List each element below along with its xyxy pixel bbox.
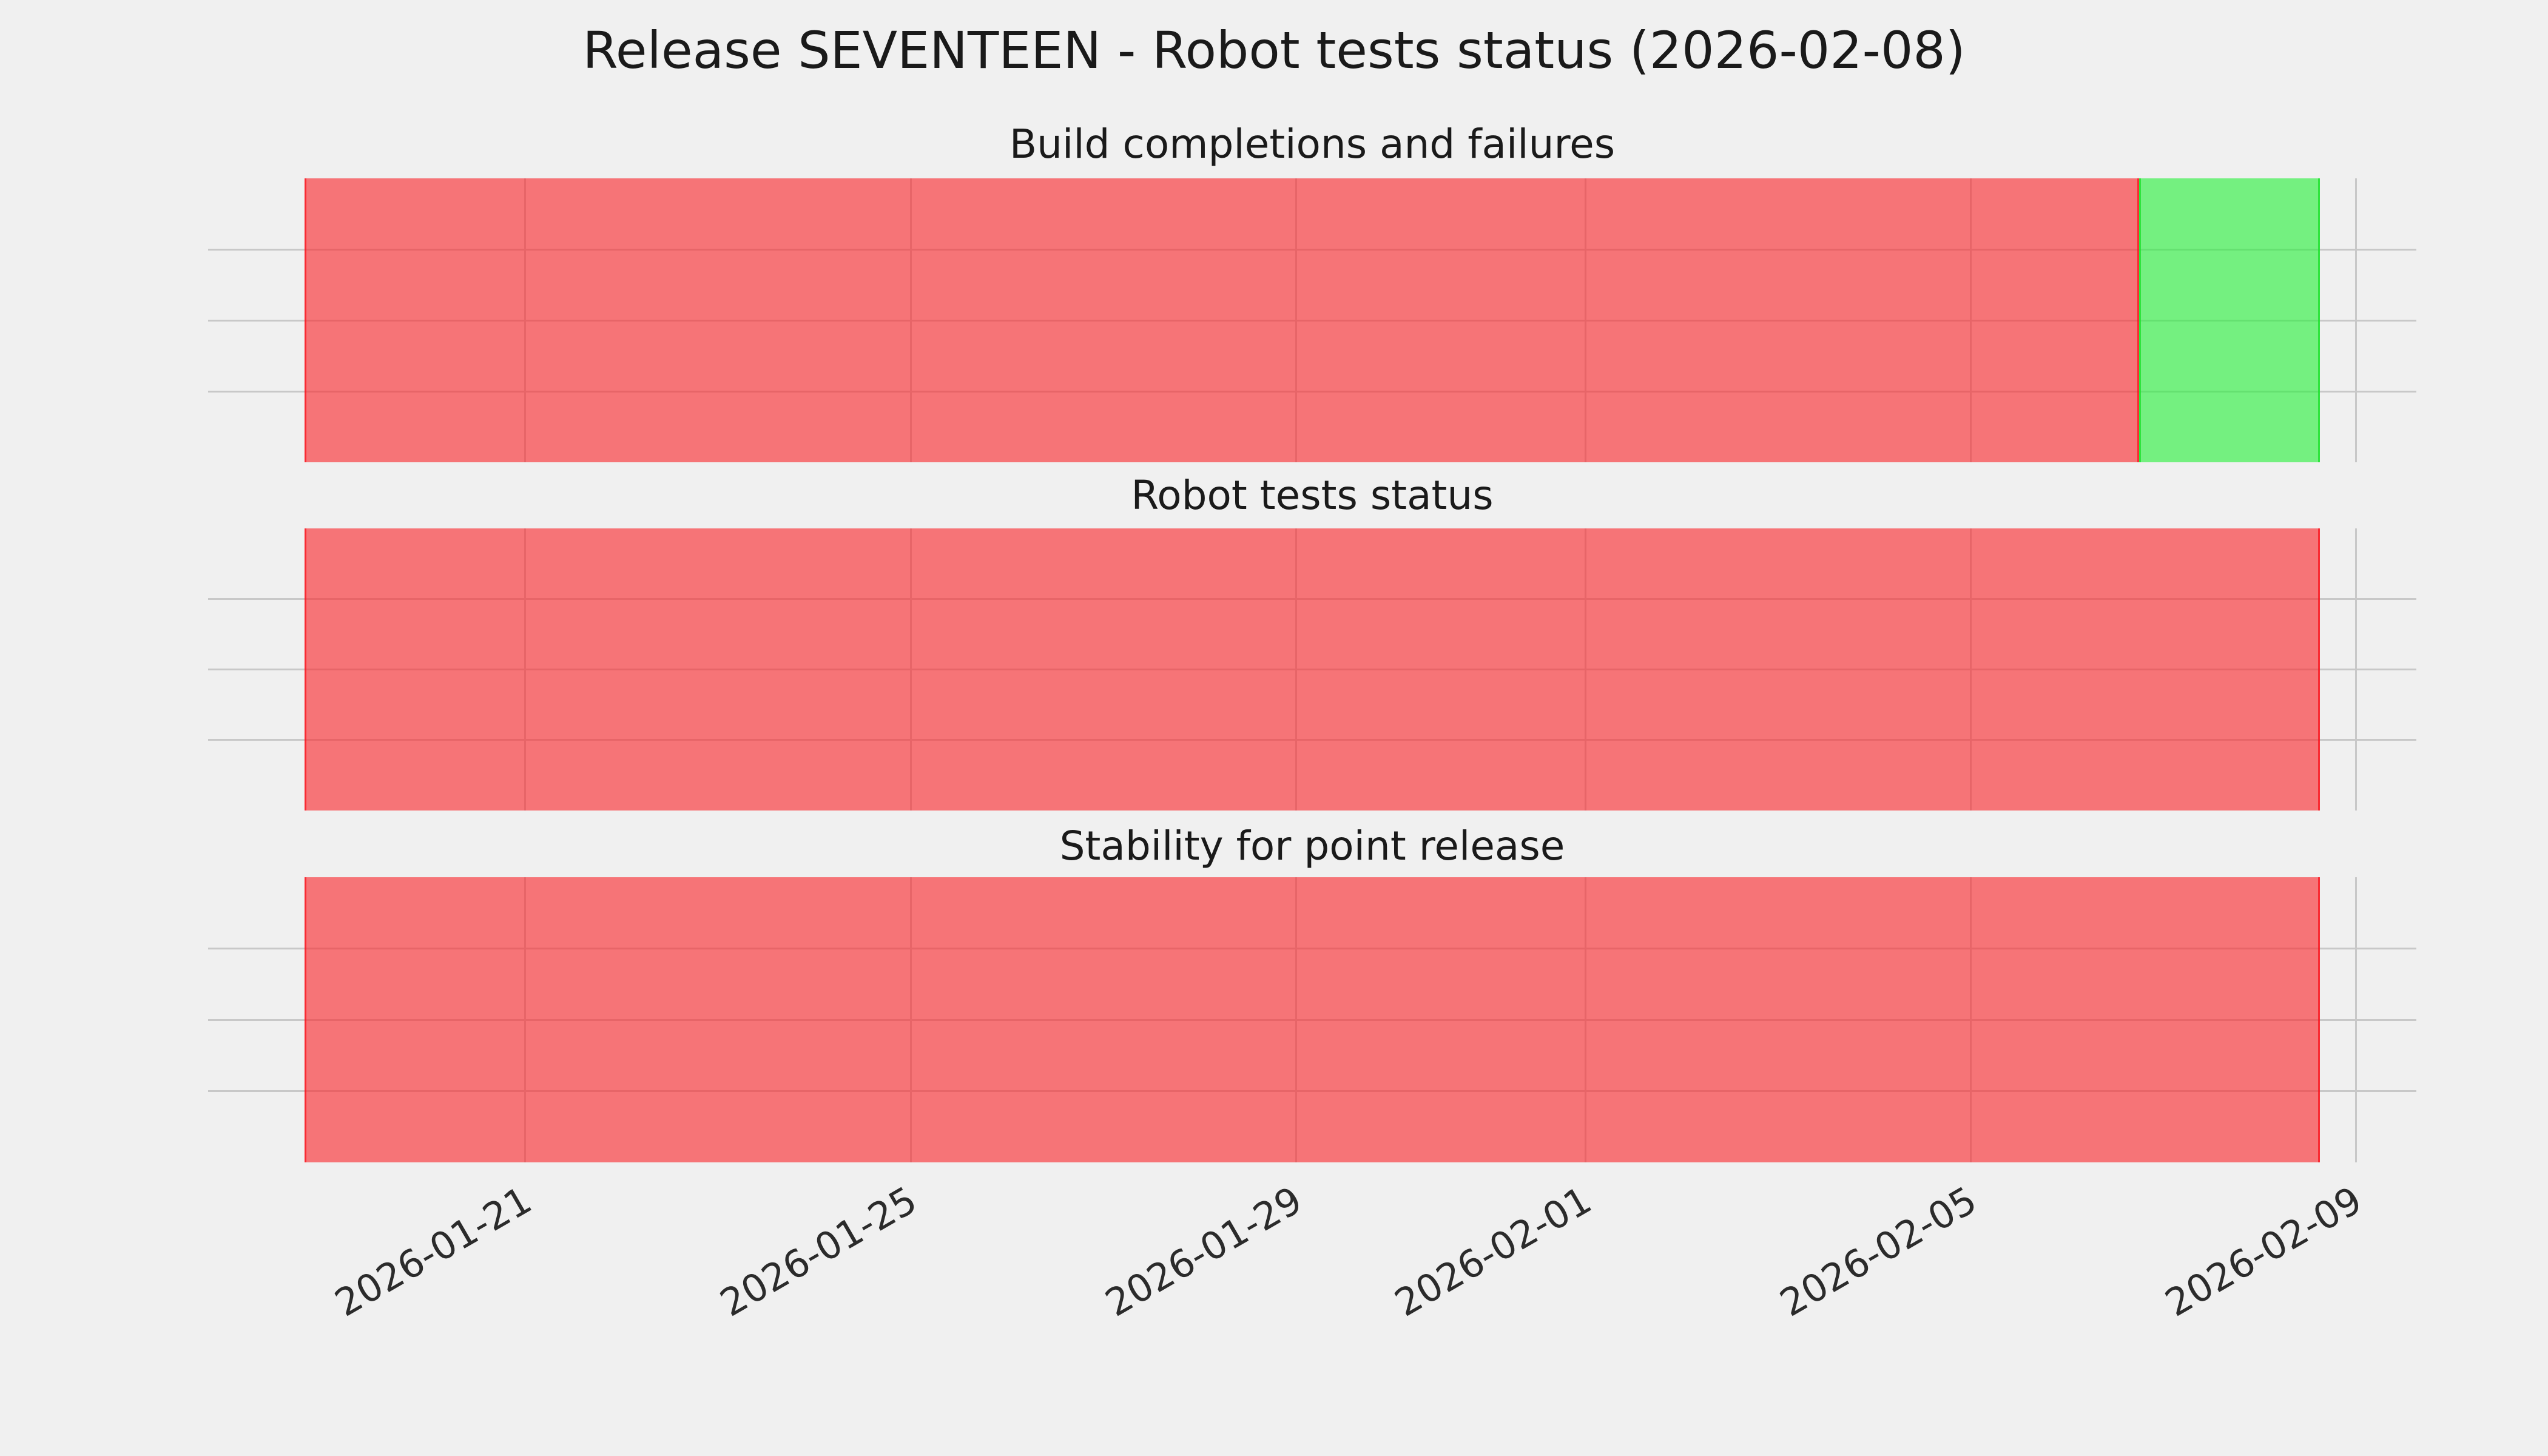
status-band-failure	[304, 877, 2320, 1162]
figure-title: Release SEVENTEEN - Robot tests status (…	[582, 21, 1966, 80]
plot-area-stability	[208, 877, 2416, 1162]
gridline-vertical	[2355, 528, 2358, 811]
x-tick-label: 2026-01-29	[1097, 1178, 1310, 1326]
status-band-success	[2139, 178, 2320, 462]
x-tick-label: 2026-02-05	[1772, 1178, 1984, 1326]
status-band-failure	[304, 178, 2140, 462]
x-tick-label: 2026-02-09	[2158, 1178, 2370, 1326]
subplot-title-stability: Stability for point release	[1059, 823, 1565, 869]
plot-area-robot-tests	[208, 528, 2416, 811]
status-band-failure	[304, 528, 2320, 811]
gridline-vertical	[2355, 877, 2358, 1162]
gridline-vertical	[2355, 178, 2358, 462]
x-tick-label: 2026-02-01	[1387, 1178, 1599, 1326]
x-tick-label: 2026-01-21	[327, 1178, 539, 1326]
subplot-title-robot-tests: Robot tests status	[1131, 472, 1494, 519]
plot-area-build-completions	[208, 178, 2416, 462]
x-tick-label: 2026-01-25	[712, 1178, 925, 1326]
subplot-title-build-completions: Build completions and failures	[1009, 121, 1616, 167]
